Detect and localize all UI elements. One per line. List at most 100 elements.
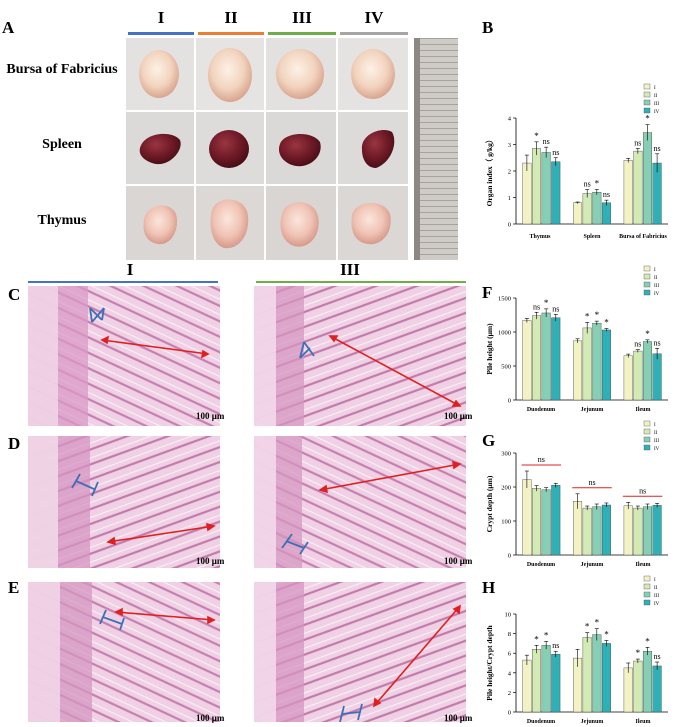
chart-b-bar-c0-s3: [551, 161, 561, 225]
chart-h-bar-c2-s3: [652, 665, 662, 713]
chart-f-annot-c2-s1: ns: [634, 340, 641, 349]
thymus-specimen-1: [143, 205, 178, 245]
chart-f-ytick-label-0: 0: [508, 398, 511, 405]
bursa-specimen-3: [276, 49, 324, 99]
histology-bar-1: [28, 281, 218, 283]
chart-f-annot-c1-s3: *: [604, 318, 609, 328]
chart-b-annot-c1-s1: ns: [584, 180, 591, 189]
histo-d3-serosa: [254, 436, 276, 568]
chart-h-annot-c2-s1: *: [636, 648, 641, 658]
chart-g-legend-label-3: IV: [654, 447, 660, 452]
chart-b-annot-c0-s3: ns: [552, 148, 559, 157]
chart-h-bar-c1-s3: [601, 643, 611, 713]
chart-b-legend-swatch-0: [643, 83, 651, 90]
villus-arrow-d3: [319, 463, 461, 491]
chart-g-bar-c2-s3: [652, 505, 662, 556]
bursa-specimen-2: [208, 48, 252, 102]
chart-b-xlabel-thymus: Thymus: [529, 234, 551, 240]
thymus-specimen-2: [210, 199, 249, 249]
villus-arrow-e3-head-a: [372, 697, 382, 708]
thymus-specimen-3: [280, 202, 319, 247]
group-header-4: IV: [364, 8, 384, 27]
chart-f-ylabel: Pile height (μm): [485, 323, 494, 375]
villus-arrow-c3: [329, 335, 461, 407]
chart-b-ytick-label-3: 3: [508, 142, 511, 149]
chart-h-annot-c0-s3: ns: [552, 641, 559, 650]
organ-photo-grid: [126, 38, 458, 260]
crypt-marker-c3: [299, 341, 315, 359]
chart-b-annot-c2-s3: ns: [654, 144, 661, 153]
chart-h-legend-swatch-0: [643, 575, 651, 582]
chart-g-xlabel-jejunum: Jejunum: [581, 562, 604, 568]
villus-arrow-c1-head-b: [200, 349, 210, 359]
chart-b-legend-label-3: IV: [654, 110, 660, 115]
chart-f-legend-swatch-3: [643, 289, 651, 296]
chart-g-legend-swatch-0: [643, 420, 651, 427]
chart-b-bar-c1-s1: [582, 193, 592, 225]
chart-g-bar-c1-s2: [592, 506, 602, 556]
chart-f-bar-c2-s2: [642, 341, 652, 401]
chart-b-annot-c0-s1: *: [534, 131, 539, 141]
group-color-bar-4: [340, 32, 408, 35]
spleen-specimen-2: [209, 130, 249, 168]
chart-f-bar-c1-s3: [601, 329, 611, 401]
chart-g-bar-c2-s0: [623, 505, 633, 556]
histo-e1-serosa: [28, 582, 60, 722]
chart-f-bar-c2-s3: [652, 353, 662, 401]
chart-f-legend-label-0: I: [654, 268, 656, 273]
chart-b-legend-swatch-1: [643, 91, 651, 98]
chart-g-legend-swatch-3: [643, 444, 651, 451]
chart-f-annot-c2-s2: *: [645, 329, 650, 339]
chart-g-legend-label-0: I: [654, 423, 656, 428]
chart-g-ytick-label-2: 200: [501, 485, 511, 492]
chart-f-legend-swatch-2: [643, 281, 651, 288]
chart-f-xlabel-duodenum: Duodenum: [527, 407, 555, 413]
chart-g-xlabel-duodenum: Duodenum: [527, 562, 555, 568]
chart-f-bar-c2-s0: [623, 355, 633, 401]
chart-g-bar-c0-s3: [551, 485, 561, 556]
group-header-2: II: [224, 8, 238, 27]
villus-arrow-e1-head-b: [207, 615, 216, 625]
crypt-marker-e1: [99, 609, 125, 631]
histology-header-3: III: [340, 260, 360, 279]
chart-f-xlabel-jejunum: Jejunum: [581, 407, 604, 413]
chart-b-annot-c1-s2: *: [595, 179, 600, 189]
spleen-specimen-1: [139, 133, 181, 165]
chart-h-annot-c2-s2: *: [645, 636, 650, 646]
chart-b-ylabel: Organ index（ g/kg）: [484, 136, 494, 207]
chart-g-bar-c1-s3: [601, 504, 611, 556]
chart-h-ytick-label-4: 8: [508, 631, 511, 638]
scalebar-e1: 100 μm: [196, 713, 225, 723]
scalebar-e3: 100 μm: [444, 713, 473, 723]
chart-b-bar-c0-s2: [541, 152, 551, 225]
villus-arrow-c3-head-b: [451, 399, 462, 407]
villus-arrow-c1: [101, 339, 209, 355]
chart-g-xlabel-ileum: Ileum: [636, 562, 651, 568]
chart-h-legend-label-2: III: [654, 594, 659, 599]
chart-h-bar-c0-s0: [522, 659, 532, 713]
histology-header-1: I: [126, 260, 134, 279]
chart-b-bar-c2-s2: [642, 132, 652, 225]
histo-c3-serosa: [254, 286, 276, 426]
scalebar-d3: 100 μm: [444, 556, 473, 566]
chart-h-bar-c2-s0: [623, 667, 633, 713]
chart-g-bar-c2-s2: [642, 506, 652, 556]
villus-arrows: [100, 335, 462, 708]
chart-b-annot-c1-s3: ns: [603, 190, 610, 199]
spleen-specimen-3: [278, 133, 321, 167]
crypt-marker-c1: [89, 307, 105, 323]
villus-arrow-e1-head-a: [114, 607, 123, 617]
chart-g-group-annot-c0: ns: [538, 455, 545, 464]
chart-b-bar-c2-s0: [623, 160, 633, 225]
chart-h-annot-c1-s3: *: [604, 629, 609, 639]
chart-f-bar-c0-s0: [522, 320, 532, 401]
chart-h-ratio: Pile height/Crypt depth Duodenum Jejunum…: [485, 575, 668, 725]
chart-b-ytick-label-2: 2: [508, 169, 511, 176]
crypt-marker-e3: [339, 703, 363, 722]
chart-g-bar-c0-s1: [532, 488, 542, 556]
chart-f-legend-label-3: IV: [654, 292, 660, 297]
chart-b-organ-index: Organ index（ g/kg） Thymus Spleen Bursa o…: [484, 83, 668, 240]
chart-h-bar-c0-s2: [541, 645, 551, 713]
panel-label-c: C: [8, 285, 21, 304]
ruler: [414, 38, 458, 260]
